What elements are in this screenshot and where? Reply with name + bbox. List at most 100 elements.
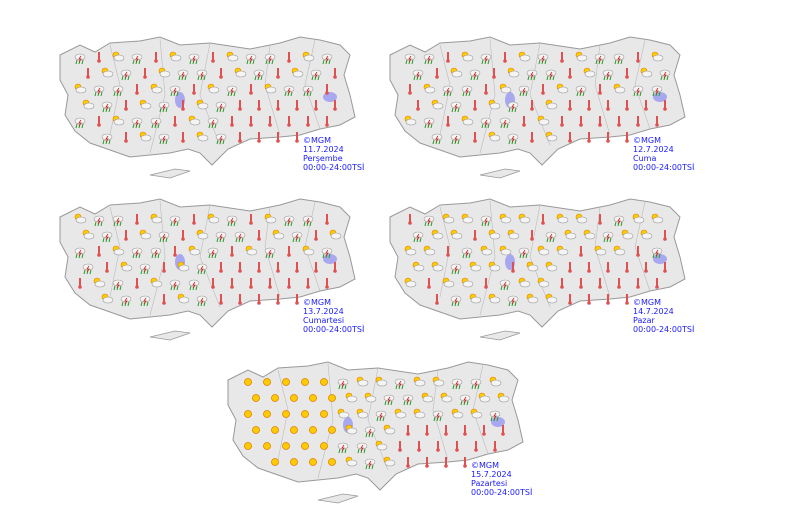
cyprus (149, 330, 191, 341)
thermometer-bulb (295, 269, 299, 273)
cloud (413, 264, 425, 272)
thermometer-bulb (606, 107, 610, 111)
thermometer-bulb (257, 269, 261, 273)
cloud (424, 248, 436, 256)
map-label: 12.7.2024 (633, 145, 674, 154)
cloud (500, 216, 512, 224)
cloud (273, 232, 285, 240)
country-outline (227, 361, 524, 491)
thermometer-bulb (249, 123, 253, 127)
thermometer-bulb (325, 221, 329, 225)
thermometer-bulb (636, 123, 640, 127)
lightning (474, 380, 478, 388)
cloud (489, 264, 501, 272)
thermometer-bulb (249, 285, 253, 289)
thermometer-bulb (425, 464, 429, 468)
thermometer-bulb (219, 301, 223, 305)
cloud (433, 379, 445, 387)
thermometer-bulb (295, 107, 299, 111)
thermometer-bulb (333, 269, 337, 273)
cloud (227, 54, 239, 62)
sun (271, 394, 279, 402)
lightning (287, 87, 291, 95)
lightning (549, 233, 553, 241)
cloud (376, 379, 388, 387)
thermometer-bulb (314, 107, 318, 111)
lightning (211, 249, 215, 257)
cloud (527, 296, 539, 304)
thermometer-bulb (97, 253, 101, 257)
cloud (405, 280, 417, 288)
thermometer-bulb (493, 448, 497, 452)
thermometer-bulb (238, 107, 242, 111)
lightning (522, 249, 526, 257)
lightning (465, 249, 469, 257)
cloud (519, 54, 531, 62)
sun (290, 458, 298, 466)
thermometer-bulb (587, 139, 591, 143)
thermometer-bulb (655, 123, 659, 127)
cloud (151, 280, 163, 288)
lightning (455, 380, 459, 388)
cyprus (479, 330, 521, 341)
thermometer-bulb (276, 301, 280, 305)
cloud (652, 216, 664, 224)
cloud (189, 118, 201, 126)
thermometer-bulb (482, 432, 486, 436)
thermometer-bulb (325, 123, 329, 127)
cloud (538, 280, 550, 288)
cyprus (317, 493, 359, 504)
sun (244, 378, 252, 386)
cloud (197, 232, 209, 240)
cloud (303, 248, 315, 256)
thermometer-bulb (617, 285, 621, 289)
thermometer-bulb (655, 285, 659, 289)
cloud (508, 70, 520, 78)
thermometer-bulb (492, 75, 496, 79)
cloud (546, 296, 558, 304)
cloud (265, 216, 277, 224)
thermometer-bulb (325, 285, 329, 289)
map-label: 00:00-24:00TSİ (303, 324, 364, 334)
cloud (140, 134, 152, 142)
thermometer-bulb (105, 269, 109, 273)
map-label: Perşembe (303, 154, 343, 163)
thermometer-bulb (143, 75, 147, 79)
lightning (314, 71, 318, 79)
cloud (462, 54, 474, 62)
lightning (154, 249, 158, 257)
thermometer-bulb (211, 59, 215, 63)
lightning (522, 87, 526, 95)
thermometer-bulb (276, 107, 280, 111)
thermometer-bulb (522, 123, 526, 127)
thermometer-bulb (455, 448, 459, 452)
cloud (197, 102, 209, 110)
lightning (211, 119, 215, 127)
lightning (341, 444, 345, 452)
lightning (219, 103, 223, 111)
thermometer-bulb (416, 107, 420, 111)
cloud (208, 86, 220, 94)
thermometer-bulb (511, 269, 515, 273)
thermometer-bulb (587, 269, 591, 273)
cloud (346, 459, 358, 467)
cloud (508, 232, 520, 240)
lightning (268, 249, 272, 257)
cloud (576, 216, 588, 224)
thermometer-bulb (192, 221, 196, 225)
thermometer-bulb (541, 91, 545, 95)
cloud (121, 264, 133, 272)
lightning (173, 217, 177, 225)
thermometer-bulb (181, 139, 185, 143)
country-outline (59, 36, 356, 166)
map-label: 00:00-24:00TSİ (633, 324, 694, 334)
province-borders (277, 363, 489, 479)
thermometer-bulb (568, 107, 572, 111)
cloud (235, 70, 247, 78)
lightning (78, 55, 82, 63)
thermometer-bulb (435, 301, 439, 305)
thermometer-bulb (181, 237, 185, 241)
map-label: ©MGM (633, 136, 661, 145)
cloud (432, 232, 444, 240)
